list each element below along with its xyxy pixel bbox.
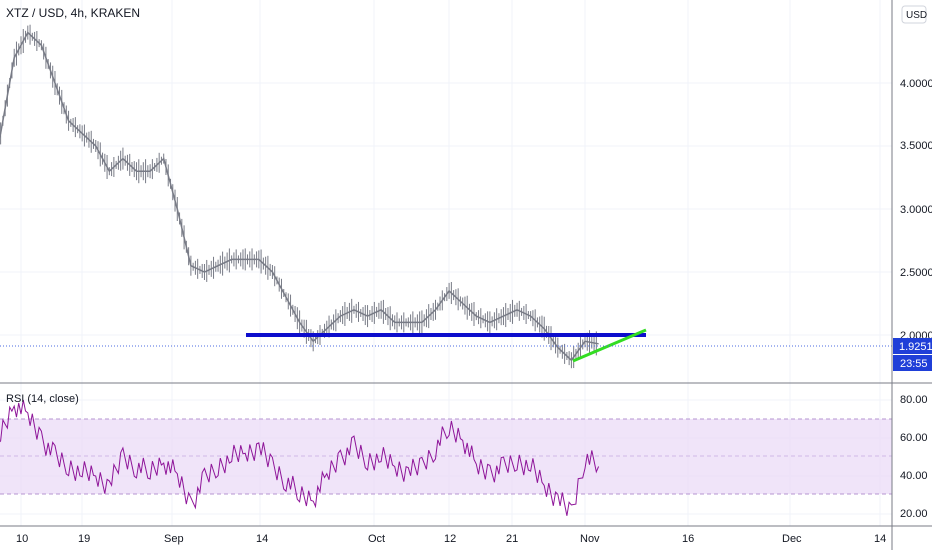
time-axis[interactable]: 10 19 Sep 14 Oct 12 21 Nov 16 Dec 14 — [16, 533, 886, 545]
rsi-tick-label: 40.00 — [900, 470, 928, 482]
time-tick-label: 14 — [256, 533, 268, 545]
time-tick-label: 12 — [444, 533, 456, 545]
currency-button[interactable] — [901, 5, 927, 24]
time-tick-label: Nov — [580, 533, 600, 545]
time-tick-label: 19 — [78, 533, 90, 545]
price-tick-label: 3.0000 — [900, 204, 932, 216]
price-tick-label: 4.0000 — [900, 78, 932, 90]
price-axis[interactable]: 4.0000 3.5000 3.0000 2.5000 2.0000 1.925… — [893, 78, 932, 371]
time-tick-label: Oct — [368, 533, 385, 545]
price-pane[interactable] — [0, 24, 892, 369]
time-tick-label: Dec — [782, 533, 802, 545]
rsi-pane[interactable] — [0, 399, 892, 516]
time-tick-label: 10 — [16, 533, 28, 545]
rsi-tick-label: 60.00 — [900, 432, 928, 444]
last-price-value: 1.9251 — [899, 341, 932, 353]
time-tick-label: 21 — [506, 533, 518, 545]
countdown-value: 23:55 — [900, 358, 928, 370]
countdown-label — [893, 355, 932, 371]
time-tick-label: 14 — [874, 533, 886, 545]
rsi-axis[interactable]: 80.00 60.00 40.00 20.00 — [900, 394, 928, 520]
price-tick-label: 3.5000 — [900, 140, 932, 152]
time-tick-label: Sep — [164, 533, 184, 545]
price-tick-label: 2.5000 — [900, 267, 932, 279]
symbol-title[interactable]: XTZ / USD, 4h, KRAKEN — [6, 6, 140, 20]
last-price-label — [893, 338, 932, 354]
currency-button-label: USD — [906, 10, 927, 21]
rsi-tick-label: 80.00 — [900, 394, 928, 406]
time-tick-label: 16 — [682, 533, 694, 545]
price-series — [0, 24, 599, 369]
rsi-line — [0, 399, 600, 516]
rsi-tick-label: 20.00 — [900, 508, 928, 520]
rsi-title[interactable]: RSI (14, close) — [6, 393, 79, 405]
price-line — [0, 31, 599, 362]
